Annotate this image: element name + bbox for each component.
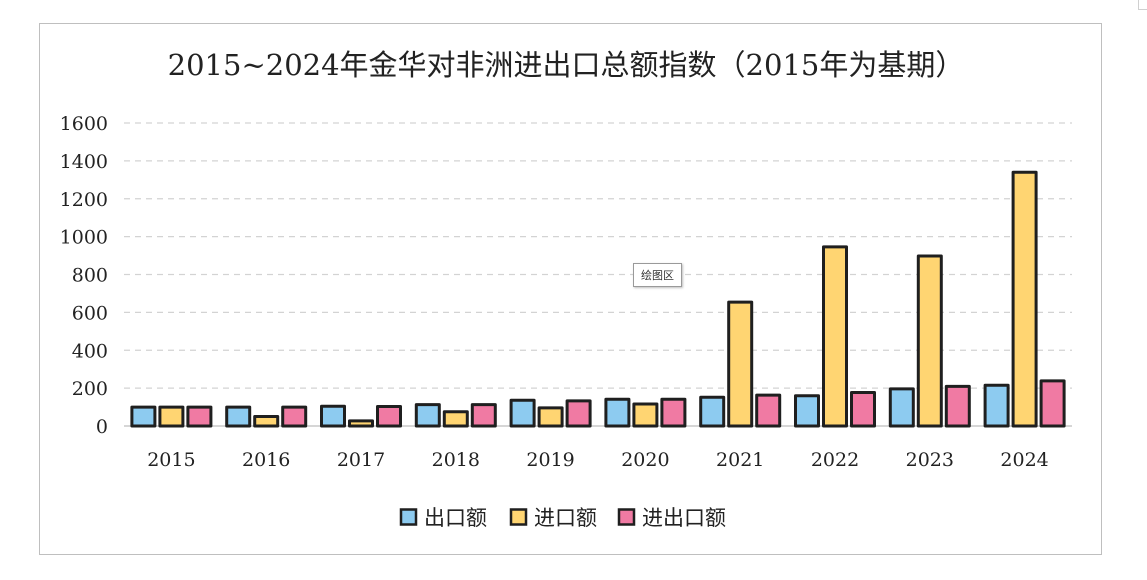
y-tick-label: 400: [72, 340, 108, 362]
y-tick-label: 800: [72, 265, 108, 287]
legend-item-0[interactable]: 出口额: [399, 506, 487, 530]
bar-2015-0: [130, 405, 157, 428]
bar-2023-0: [888, 387, 915, 428]
bar-2019-2: [565, 399, 592, 428]
bar-2017-0: [320, 404, 346, 428]
bar-2019-1: [537, 406, 564, 428]
legend-label: 出口额: [424, 506, 487, 530]
legend-label: 进出口额: [642, 506, 726, 530]
bar-2015-1: [158, 405, 185, 428]
bar-2020-1: [632, 402, 659, 428]
x-tick-label: 2016: [242, 449, 290, 471]
bar-2018-2: [470, 403, 497, 428]
y-tick-label: 0: [96, 416, 108, 438]
bar-2022-2: [850, 390, 876, 428]
bar-2021-2: [755, 393, 782, 428]
bar-2022-0: [794, 394, 820, 428]
bar-2019-0: [509, 398, 536, 428]
bar-2016-2: [281, 405, 308, 428]
legend-swatch: [617, 508, 636, 526]
bar-2017-1: [348, 419, 374, 428]
legend-swatch: [399, 508, 418, 526]
bar-2016-0: [225, 405, 252, 428]
y-tick-label: 1200: [60, 189, 108, 211]
x-axis-categories: 2015 2016 2017 2018 2019 2020 2021 2022 2023 2024: [147, 449, 1049, 471]
x-tick-label: 2018: [432, 449, 480, 471]
bar-2022-1: [822, 245, 848, 428]
y-axis-ticks: 0 200 400 600 800 1000 1200 1400 1600: [60, 113, 108, 438]
x-tick-label: 2017: [337, 449, 385, 471]
legend[interactable]: 出口额 进口额 进出口额: [399, 506, 726, 530]
y-tick-label: 1000: [60, 227, 108, 249]
bar-2016-1: [253, 415, 280, 428]
bar-2024-1: [1011, 170, 1038, 428]
x-tick-label: 2024: [1000, 449, 1048, 471]
y-tick-label: 1600: [60, 113, 108, 135]
bar-2018-0: [414, 403, 441, 428]
bar-2024-2: [1039, 379, 1066, 428]
x-tick-label: 2021: [716, 449, 764, 471]
bar-2023-2: [944, 384, 971, 428]
legend-item-2[interactable]: 进出口额: [617, 506, 726, 530]
y-tick-label: 1400: [60, 151, 108, 173]
legend-item-1[interactable]: 进口额: [509, 506, 597, 530]
x-tick-label: 2022: [811, 449, 859, 471]
y-tick-label: 200: [72, 378, 108, 400]
bar-2024-0: [983, 383, 1010, 428]
bar-2021-0: [699, 395, 726, 428]
bars: [130, 170, 1066, 428]
bar-2018-1: [442, 410, 469, 428]
bar-2023-1: [916, 254, 943, 428]
bar-2017-2: [376, 404, 402, 428]
y-tick-label: 600: [72, 302, 108, 324]
legend-swatch: [509, 508, 528, 526]
corner-mark: [1138, 0, 1147, 10]
bar-2020-0: [604, 397, 631, 428]
plot-area-tooltip: 绘图区: [633, 263, 682, 287]
bar-2021-1: [727, 300, 754, 428]
x-tick-label: 2015: [147, 449, 195, 471]
bar-2020-2: [660, 397, 687, 428]
x-tick-label: 2020: [621, 449, 669, 471]
legend-label: 进口额: [534, 506, 597, 530]
chart-title: 2015~2024年金华对非洲进出口总额指数（2015年为基期）: [168, 48, 965, 82]
x-tick-label: 2023: [906, 449, 954, 471]
grid-lines: [124, 122, 1072, 389]
x-tick-label: 2019: [526, 449, 574, 471]
bar-2015-2: [186, 405, 213, 428]
